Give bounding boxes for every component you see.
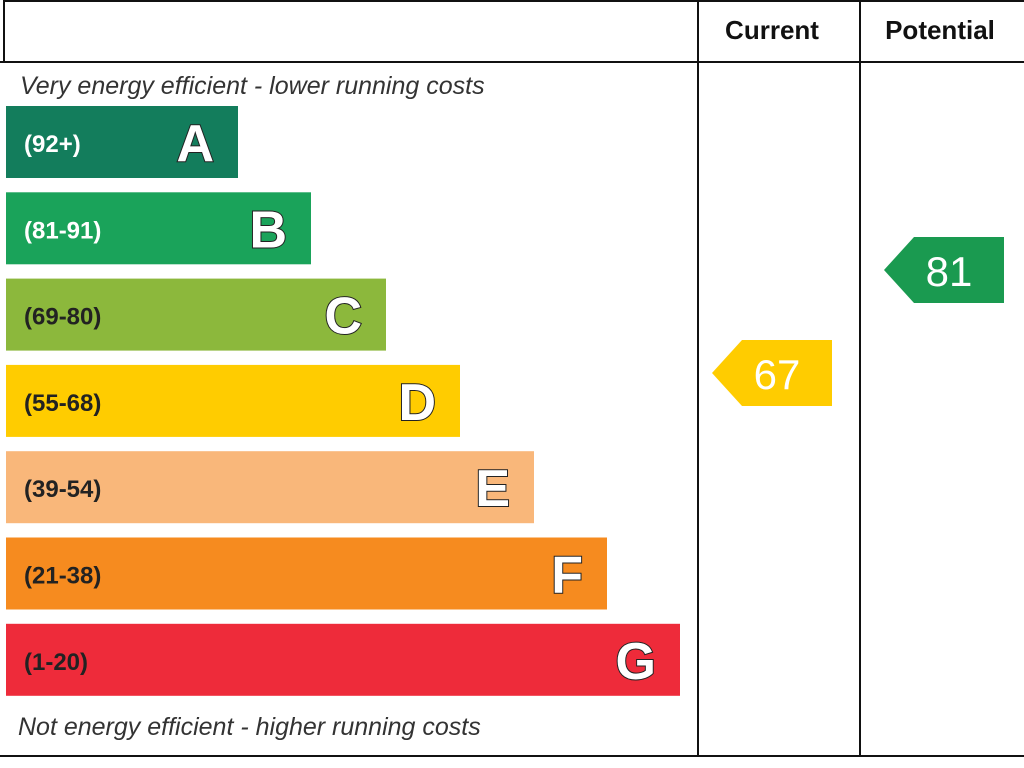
band-bar <box>6 451 534 524</box>
band-letter: A <box>176 115 214 173</box>
current-rating: 67 <box>754 351 801 398</box>
band-bar <box>6 364 460 437</box>
potential-rating: 81 <box>926 248 973 295</box>
band-range: (1-20) <box>24 649 88 676</box>
band-letter: G <box>616 633 656 691</box>
band-letter: B <box>249 201 287 259</box>
band-range: (92+) <box>24 131 81 158</box>
band-range: (39-54) <box>24 476 101 503</box>
bands: (92+) A (81-91) B (69-80) C (55-68) D (39-54) E (2… <box>6 106 680 696</box>
band-bar <box>6 192 311 265</box>
band-range: (21-38) <box>24 563 101 590</box>
band-letter: E <box>475 460 510 518</box>
band-bar <box>6 106 238 178</box>
top-note: Very energy efficient - lower running co… <box>20 72 485 100</box>
potential-arrow <box>884 237 1004 303</box>
band-range: (81-91) <box>24 217 101 244</box>
current-arrow <box>712 340 832 406</box>
band-bar <box>6 278 386 351</box>
band-bar <box>6 537 607 610</box>
band-range: (69-80) <box>24 304 101 331</box>
bottom-note: Not energy efficient - higher running co… <box>18 713 481 741</box>
column-header: Potential <box>885 15 995 45</box>
band-letter: F <box>551 547 583 605</box>
band-letter: D <box>398 374 436 432</box>
band-letter: C <box>324 288 362 346</box>
band-bar <box>6 623 680 696</box>
band-range: (55-68) <box>24 390 101 417</box>
column-header: Current <box>725 15 819 45</box>
